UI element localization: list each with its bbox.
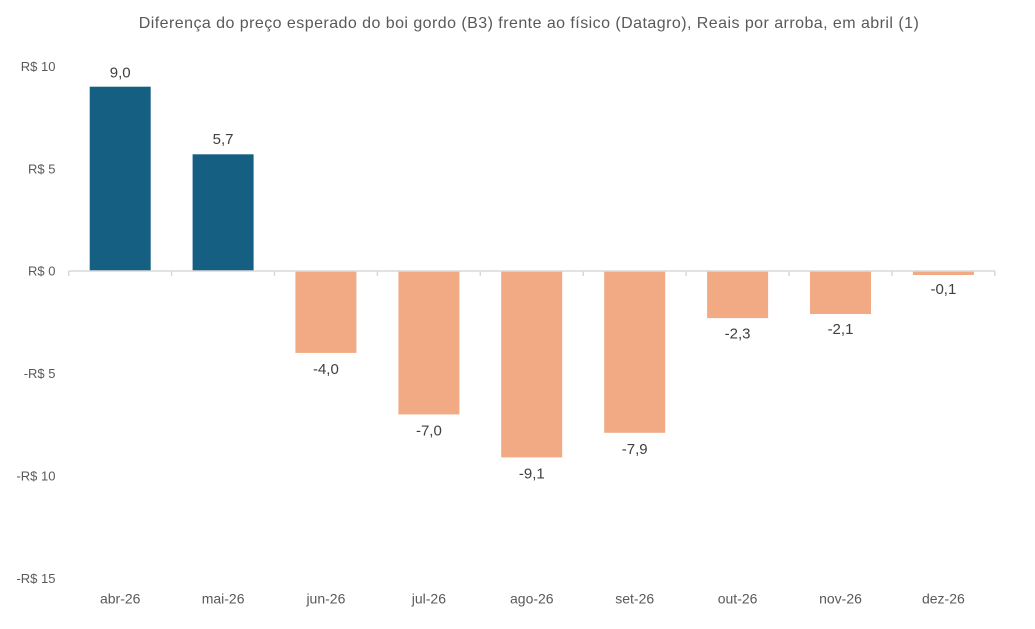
svg-text:ago-26: ago-26	[510, 590, 554, 606]
svg-text:-2,1: -2,1	[828, 321, 854, 338]
svg-text:-2,3: -2,3	[725, 325, 751, 342]
svg-text:R$ 10: R$ 10	[21, 59, 56, 74]
svg-text:jul-26: jul-26	[411, 590, 446, 606]
svg-text:9,0: 9,0	[110, 65, 131, 82]
svg-text:-0,1: -0,1	[930, 281, 956, 298]
svg-text:jun-26: jun-26	[305, 590, 345, 606]
svg-text:R$ 5: R$ 5	[28, 161, 55, 176]
svg-text:-R$ 5: -R$ 5	[24, 366, 56, 381]
svg-text:mai-26: mai-26	[202, 590, 245, 606]
svg-text:5,7: 5,7	[213, 131, 234, 148]
svg-text:nov-26: nov-26	[819, 590, 862, 606]
svg-text:-7,9: -7,9	[622, 441, 648, 458]
svg-text:-R$ 15: -R$ 15	[16, 571, 55, 586]
svg-text:abr-26: abr-26	[100, 590, 141, 606]
svg-text:-9,1: -9,1	[519, 466, 545, 483]
svg-text:set-26: set-26	[615, 590, 654, 606]
svg-text:R$ 0: R$ 0	[28, 264, 55, 279]
svg-text:-7,0: -7,0	[416, 423, 442, 440]
svg-text:dez-26: dez-26	[922, 590, 965, 606]
svg-text:out-26: out-26	[718, 590, 758, 606]
svg-text:-4,0: -4,0	[313, 361, 339, 378]
svg-text:Diferença do preço esperado do: Diferença do preço esperado do boi gordo…	[139, 15, 920, 32]
svg-text:-R$ 10: -R$ 10	[16, 469, 55, 484]
